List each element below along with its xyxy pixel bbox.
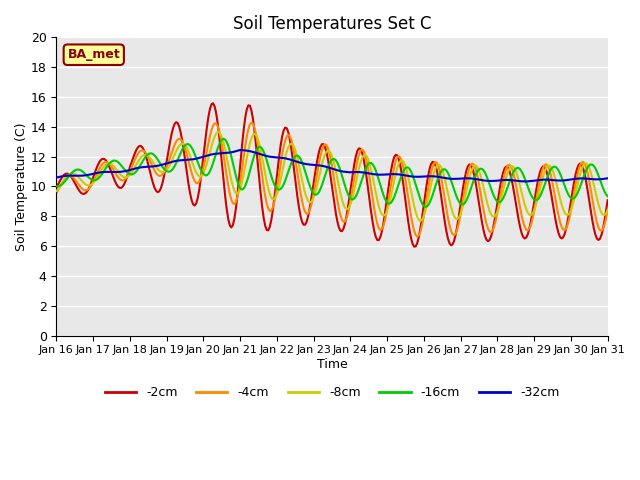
Y-axis label: Soil Temperature (C): Soil Temperature (C): [15, 122, 28, 251]
X-axis label: Time: Time: [317, 358, 348, 371]
Text: BA_met: BA_met: [67, 48, 120, 61]
Legend: -2cm, -4cm, -8cm, -16cm, -32cm: -2cm, -4cm, -8cm, -16cm, -32cm: [100, 381, 564, 404]
Title: Soil Temperatures Set C: Soil Temperatures Set C: [233, 15, 431, 33]
